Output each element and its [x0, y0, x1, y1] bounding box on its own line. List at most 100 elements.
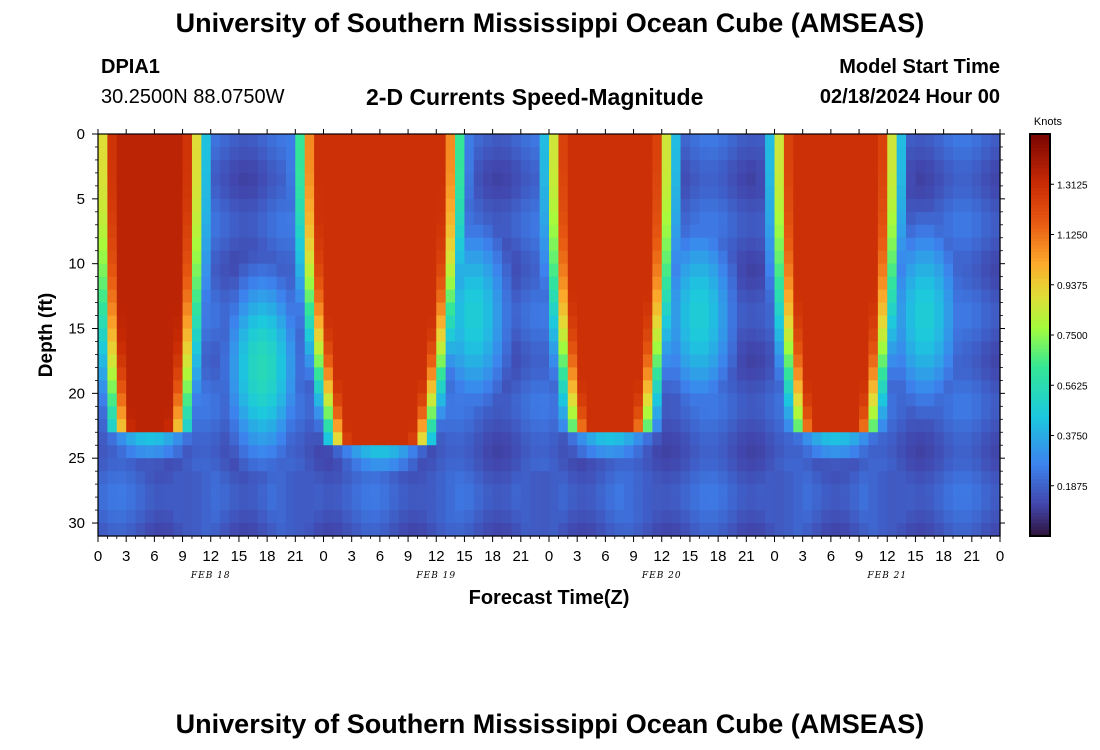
- heatmap-cell: [896, 458, 907, 472]
- heatmap-cell: [351, 419, 362, 433]
- heatmap-cell: [558, 406, 569, 420]
- heatmap-cell: [285, 263, 296, 278]
- heatmap-cell: [492, 159, 503, 174]
- heatmap-cell: [163, 250, 174, 265]
- heatmap-cell: [652, 237, 663, 252]
- heatmap-cell: [483, 224, 494, 239]
- heatmap-cell: [182, 146, 193, 161]
- heatmap-cell: [774, 224, 785, 239]
- heatmap-cell: [708, 497, 719, 511]
- heatmap-cell: [783, 523, 794, 537]
- heatmap-cell: [821, 134, 832, 148]
- heatmap-cell: [389, 393, 400, 407]
- heatmap-cell: [821, 146, 832, 161]
- heatmap-cell: [671, 289, 682, 304]
- heatmap-cell: [436, 354, 447, 369]
- heatmap-cell: [671, 302, 682, 317]
- heatmap-cell: [502, 224, 513, 239]
- heatmap-cell: [652, 276, 663, 291]
- heatmap-cell: [614, 328, 625, 343]
- heatmap-cell: [144, 367, 155, 381]
- heatmap-cell: [849, 419, 860, 433]
- heatmap-cell: [144, 315, 155, 330]
- heatmap-cell: [821, 445, 832, 459]
- heatmap-cell: [210, 406, 221, 420]
- heatmap-cell: [830, 198, 841, 213]
- heatmap-cell: [332, 354, 343, 369]
- heatmap-cell: [520, 367, 531, 381]
- heatmap-cell: [793, 302, 804, 317]
- heatmap-cell: [370, 250, 381, 265]
- heatmap-cell: [812, 497, 823, 511]
- heatmap-cell: [821, 250, 832, 265]
- heatmap-cell: [746, 354, 757, 369]
- heatmap-cell: [220, 458, 231, 472]
- heatmap-cell: [408, 328, 419, 343]
- heatmap-cell: [135, 134, 146, 148]
- heatmap-cell: [191, 134, 202, 148]
- heatmap-cell: [342, 406, 353, 420]
- heatmap-cell: [680, 393, 691, 407]
- heatmap-cell: [295, 198, 306, 213]
- heatmap-cell: [445, 146, 456, 161]
- heatmap-cell: [98, 341, 108, 356]
- axes: 0 3 6 9 12 15 18 21 0 3 6 9 12 15 18 21 0 3 6 9 12 15 18 21 0 3 6 9…: [68, 126, 1005, 581]
- heatmap-cell: [361, 328, 372, 343]
- heatmap-cell: [473, 134, 484, 148]
- heatmap-cell: [887, 419, 898, 433]
- heatmap-cell: [445, 432, 456, 446]
- heatmap-cell: [671, 172, 682, 187]
- heatmap-cell: [981, 354, 992, 369]
- heatmap-cell: [238, 146, 249, 161]
- heatmap-cell: [830, 289, 841, 304]
- heatmap-cell: [962, 263, 973, 278]
- heatmap-cell: [943, 302, 954, 317]
- heatmap-cell: [182, 198, 193, 213]
- heatmap-cell: [765, 185, 776, 200]
- heatmap-cell: [783, 497, 794, 511]
- heatmap-cell: [379, 250, 390, 265]
- heatmap-cell: [736, 198, 747, 213]
- heatmap-cell: [520, 432, 531, 446]
- heatmap-cell: [220, 393, 231, 407]
- heatmap-cell: [408, 510, 419, 524]
- heatmap-cell: [417, 198, 428, 213]
- heatmap-cell: [708, 250, 719, 265]
- heatmap-cell: [981, 458, 992, 472]
- heatmap-cell: [765, 159, 776, 174]
- heatmap-cell: [595, 250, 606, 265]
- heatmap-cell: [661, 523, 672, 537]
- heatmap-cell: [455, 510, 466, 524]
- y-tick-label: 10: [68, 256, 85, 273]
- heatmap-cell: [727, 406, 738, 420]
- heatmap-cell: [295, 159, 306, 174]
- heatmap-cell: [408, 471, 419, 485]
- heatmap-cell: [868, 445, 879, 459]
- heatmap-cell: [379, 237, 390, 252]
- heatmap-cell: [765, 328, 776, 343]
- heatmap-cell: [896, 302, 907, 317]
- heatmap-cell: [812, 419, 823, 433]
- heatmap-cell: [924, 159, 935, 174]
- heatmap-cell: [802, 445, 813, 459]
- heatmap-cell: [163, 172, 174, 187]
- heatmap-cell: [774, 263, 785, 278]
- date-label: FEB 21: [866, 571, 907, 581]
- heatmap-cell: [840, 224, 851, 239]
- heatmap-cell: [661, 289, 672, 304]
- heatmap-cell: [689, 380, 700, 394]
- heatmap-cell: [492, 134, 503, 148]
- heatmap-cell: [746, 523, 757, 537]
- heatmap-cell: [408, 146, 419, 161]
- heatmap-cell: [201, 484, 212, 498]
- heatmap-cell: [389, 328, 400, 343]
- colorbar-segment: [1030, 291, 1050, 296]
- heatmap-cell: [126, 276, 137, 291]
- x-tick-label: 0: [770, 548, 778, 565]
- heatmap-cell: [379, 198, 390, 213]
- heatmap-cell: [520, 224, 531, 239]
- heatmap-cell: [398, 276, 409, 291]
- heatmap-cell: [342, 237, 353, 252]
- heatmap-cell: [370, 406, 381, 420]
- heatmap-cell: [408, 159, 419, 174]
